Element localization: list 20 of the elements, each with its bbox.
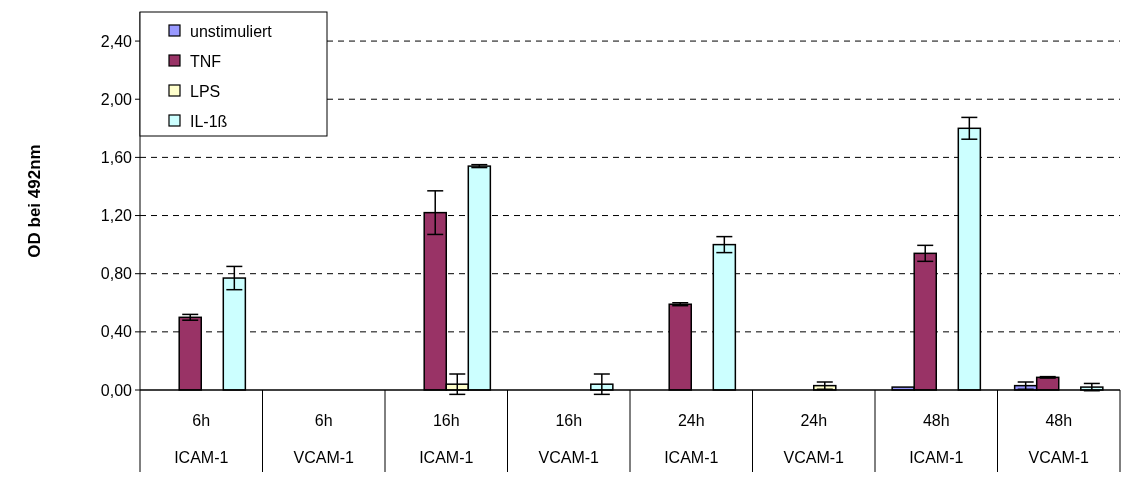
category-label: 48h ICAM-1 xyxy=(909,411,964,466)
category-label: 16h VCAM-1 xyxy=(538,411,599,466)
category-label: 6h VCAM-1 xyxy=(293,411,354,466)
category-label: 48h VCAM-1 xyxy=(1028,411,1089,466)
y-tick-label: 2,40 xyxy=(100,32,133,50)
y-tick-label: 0,00 xyxy=(100,381,133,399)
legend-label: IL-1ß xyxy=(190,112,228,130)
legend-label: TNF xyxy=(190,52,222,70)
y-axis-title: OD bei 492nm xyxy=(25,144,44,258)
legend-label: LPS xyxy=(190,82,221,100)
legend-label: unstimuliert xyxy=(190,22,273,40)
category-label: 24h VCAM-1 xyxy=(783,411,844,466)
category-label: 16h ICAM-1 xyxy=(419,411,474,466)
category-label: 24h ICAM-1 xyxy=(664,411,719,466)
y-tick-label: 2,00 xyxy=(100,90,133,108)
category-label: 6h ICAM-1 xyxy=(174,411,229,466)
y-tick-label: 1,20 xyxy=(100,207,133,225)
y-tick-label: 0,80 xyxy=(100,265,133,283)
y-tick-label: 0,40 xyxy=(100,323,133,341)
y-tick-label: 1,60 xyxy=(100,148,133,166)
